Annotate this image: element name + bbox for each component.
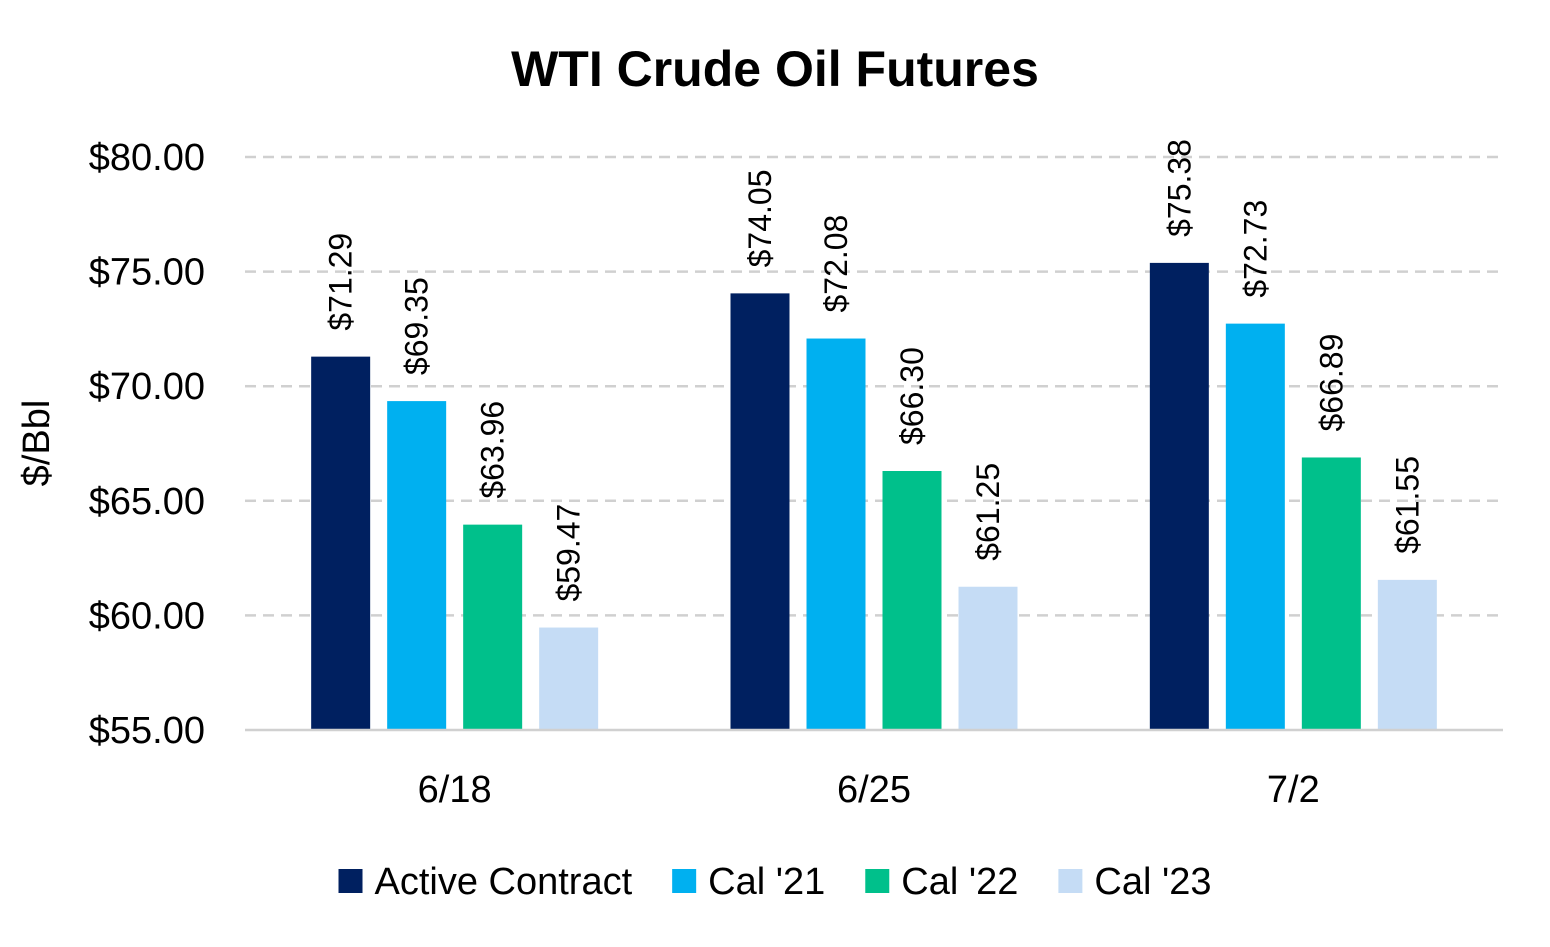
legend-label: Cal '23 (1094, 861, 1211, 903)
x-tick-label: 7/2 (1267, 769, 1320, 811)
bar (539, 627, 599, 730)
legend-item: Cal '21 (672, 861, 825, 903)
x-tick-label: 6/18 (418, 769, 492, 811)
x-tick-label: 6/25 (837, 769, 911, 811)
bar (1301, 457, 1361, 730)
bar (1225, 323, 1285, 730)
bar (730, 293, 790, 730)
y-tick-label: $55.00 (89, 710, 205, 752)
bar (958, 586, 1018, 730)
x-axis-ticks: 6/18 6/25 7/2 (418, 769, 1320, 811)
legend-label: Cal '21 (708, 861, 825, 903)
data-label: $71.29 (323, 233, 359, 331)
y-tick-label: $65.00 (89, 481, 205, 523)
bars (311, 262, 1437, 730)
bar (387, 401, 447, 730)
gridlines (245, 155, 1503, 617)
legend-label: Cal '22 (901, 861, 1018, 903)
data-label: $66.89 (1313, 334, 1349, 432)
data-label: $72.08 (818, 215, 854, 313)
y-tick-label: $80.00 (89, 137, 205, 179)
data-label: $72.73 (1237, 200, 1273, 298)
legend-swatch (865, 869, 890, 893)
legend-item: Cal '23 (1058, 861, 1211, 903)
bar (463, 524, 523, 730)
bar (882, 471, 942, 730)
legend: Active Contract Cal '21 Cal '22 Cal '23 (338, 861, 1211, 903)
y-tick-label: $60.00 (89, 595, 205, 637)
bar (806, 338, 866, 730)
data-labels: $71.29 $69.35 $63.96 $59.47 $74.05 $72.08 $66.… (323, 139, 1426, 602)
legend-item: Cal '22 (865, 861, 1018, 903)
legend-label: Active Contract (375, 861, 633, 903)
y-tick-label: $70.00 (89, 366, 205, 408)
legend-swatch (672, 869, 697, 893)
data-label: $61.55 (1389, 456, 1425, 554)
data-label: $66.30 (894, 347, 930, 445)
y-tick-label: $75.00 (89, 252, 205, 294)
data-label: $63.96 (475, 401, 511, 499)
y-axis-ticks: $55.00 $60.00 $65.00 $70.00 $75.00 $80.00 (89, 137, 205, 752)
data-label: $75.38 (1161, 139, 1197, 237)
legend-swatch (1058, 869, 1083, 893)
chart-title: WTI Crude Oil Futures (511, 41, 1039, 97)
bar (311, 356, 371, 730)
y-axis-label: $/Bbl (16, 400, 58, 487)
data-label: $59.47 (551, 504, 587, 602)
data-label: $69.35 (399, 277, 435, 375)
bar (1149, 262, 1209, 730)
legend-swatch (338, 869, 363, 893)
data-label: $74.05 (742, 169, 778, 267)
bar (1377, 579, 1437, 730)
data-label: $61.25 (970, 463, 1006, 561)
legend-item: Active Contract (338, 861, 633, 903)
